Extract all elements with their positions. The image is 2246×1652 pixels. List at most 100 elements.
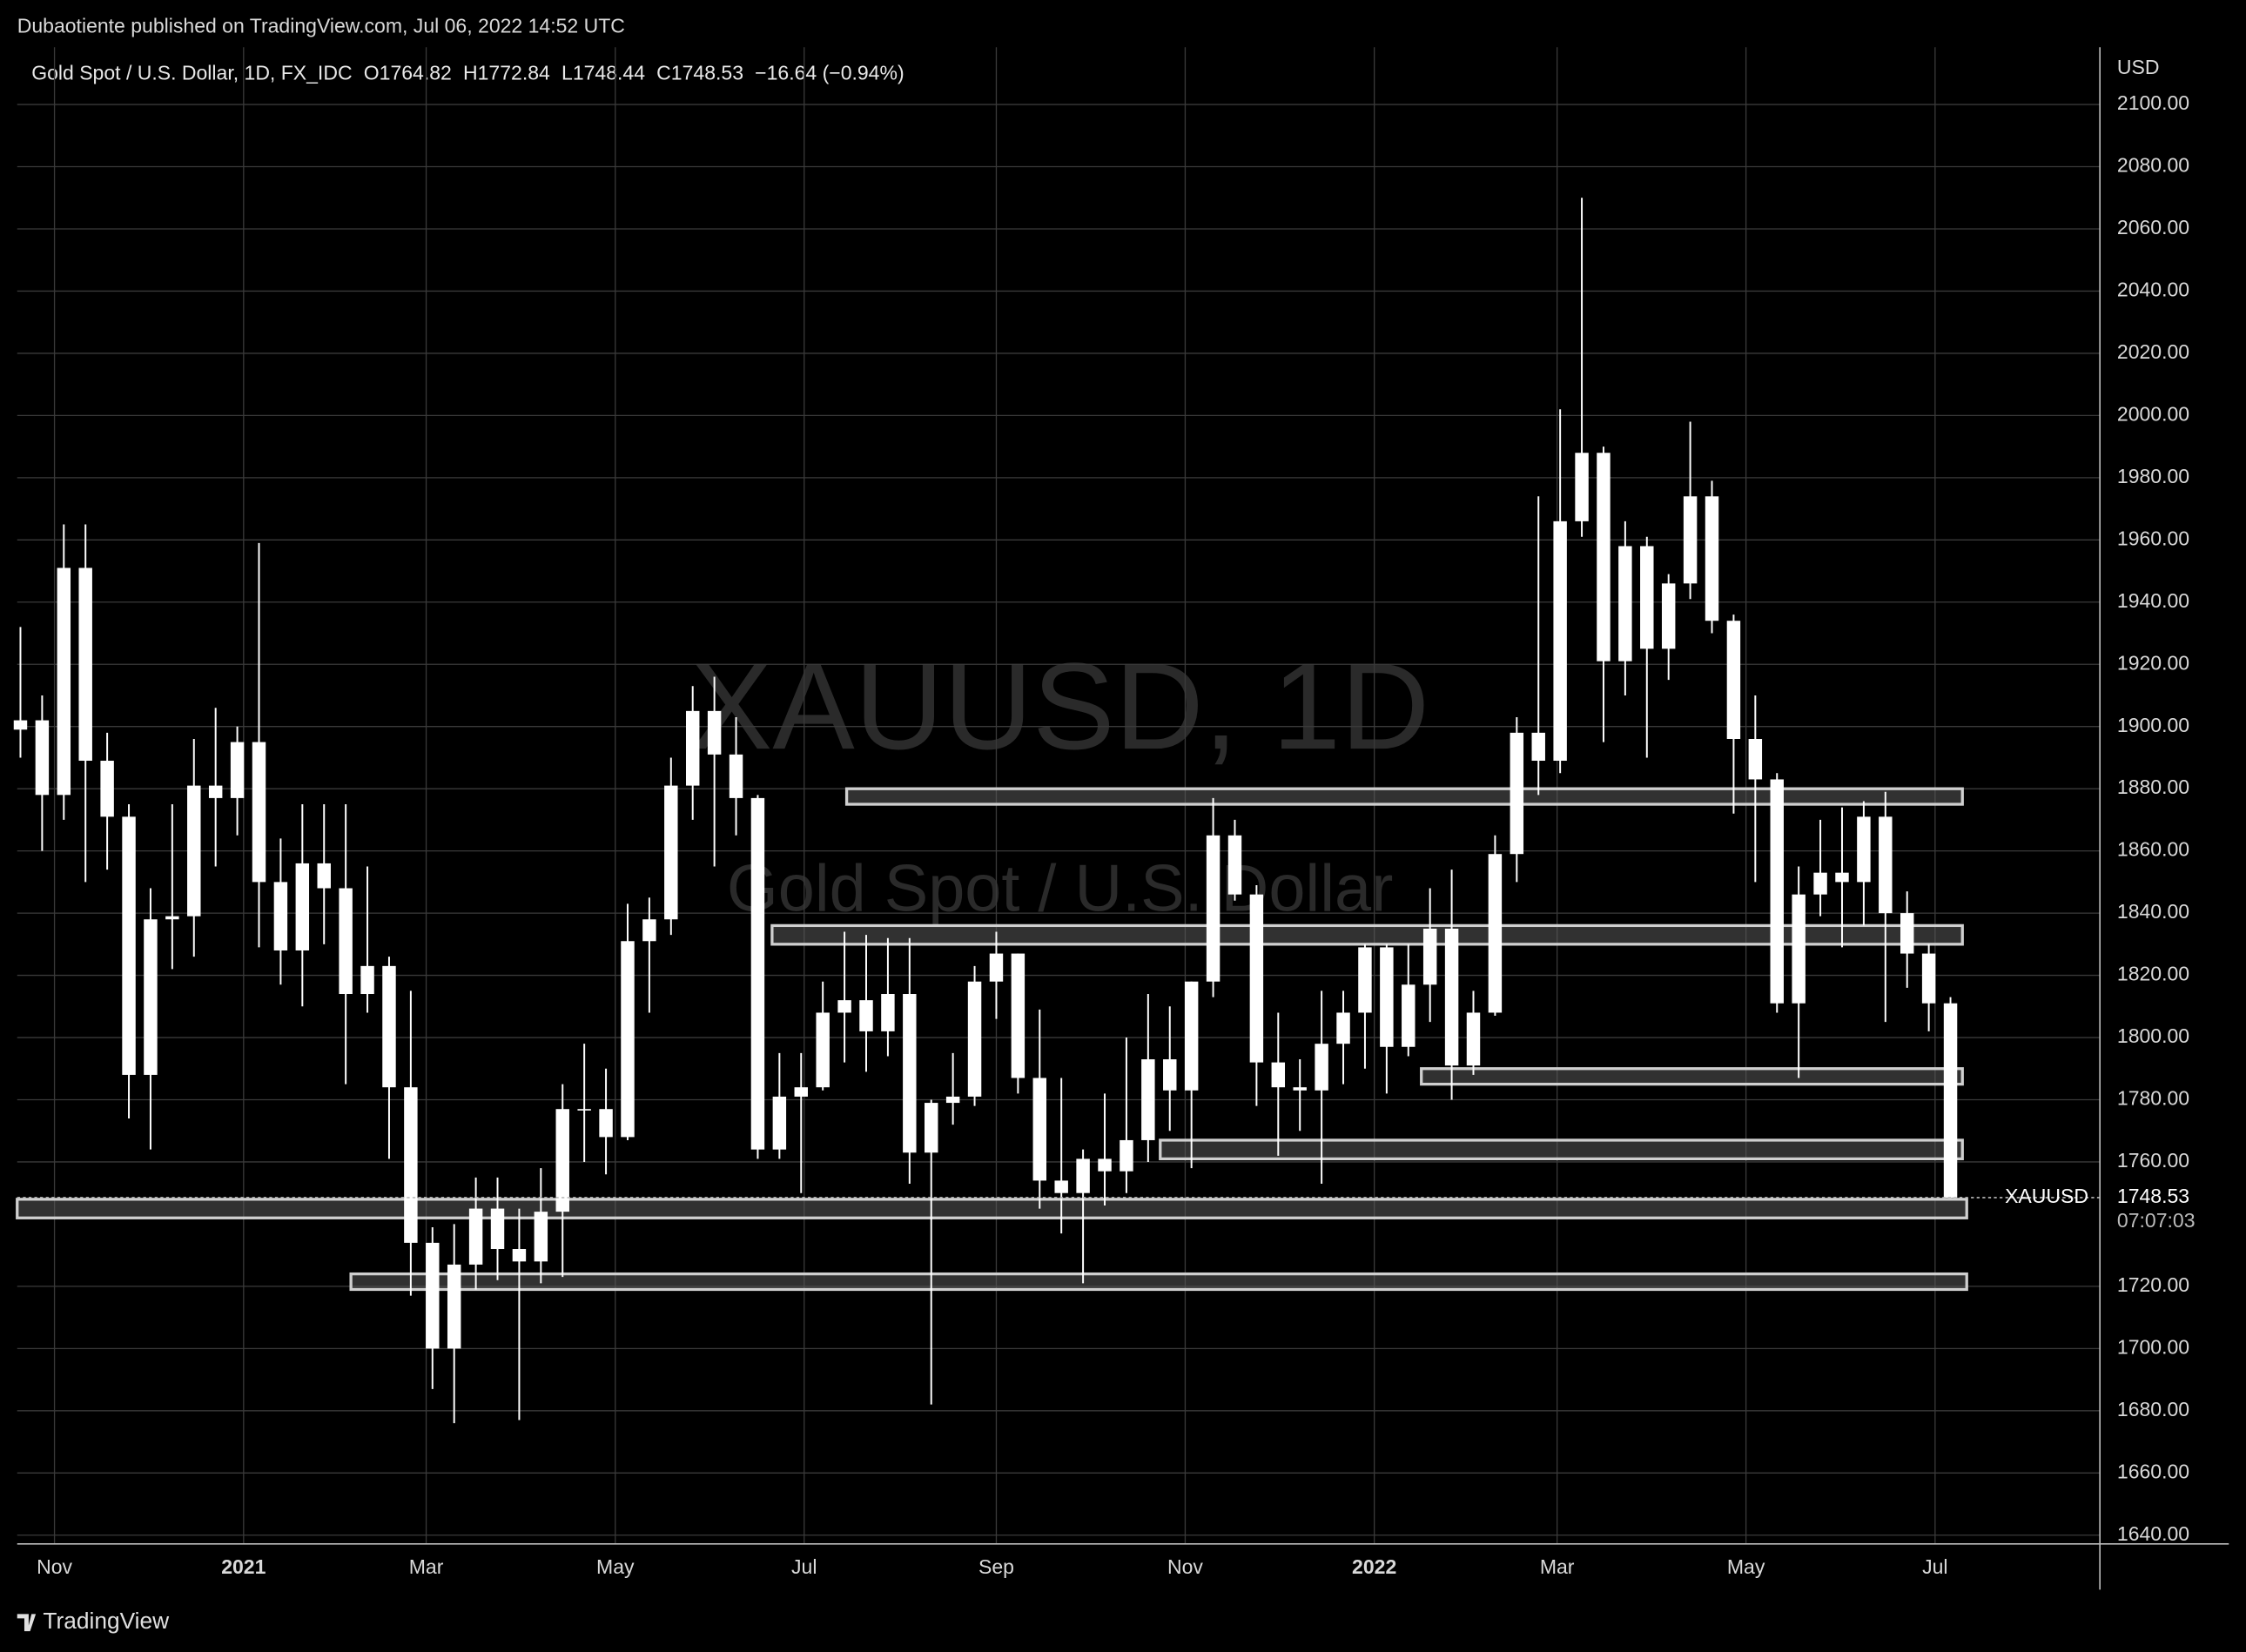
legend-value: O1764.82	[364, 62, 452, 84]
candle-body	[1141, 1059, 1155, 1140]
candle-body	[859, 1000, 873, 1031]
candle-body	[925, 1103, 938, 1153]
legend-title: Gold Spot / U.S. Dollar, 1D, FX_IDC	[31, 62, 352, 84]
y-tick-label: 1880.00	[2117, 776, 2189, 798]
candle-body	[1120, 1139, 1133, 1172]
candle-body	[1206, 835, 1221, 982]
candle-body	[512, 1249, 527, 1262]
legend-value: C1748.53	[656, 62, 743, 84]
candle-body	[447, 1264, 461, 1349]
candle-body	[165, 916, 179, 920]
y-tick-label: 1640.00	[2117, 1522, 2189, 1545]
zone	[1420, 1067, 1964, 1086]
candle-body	[1488, 854, 1503, 1013]
x-tick-label: Nov	[1167, 1555, 1203, 1578]
legend-value: L1748.44	[562, 62, 645, 84]
y-tick-label: 1800.00	[2117, 1024, 2189, 1047]
x-tick-label: Mar	[409, 1555, 444, 1578]
candle-body	[382, 965, 396, 1088]
y-tick-label: 1820.00	[2117, 963, 2189, 985]
y-tick-label: 1900.00	[2117, 714, 2189, 736]
watermark: XAUUSD, 1D Gold Spot / U.S. Dollar	[690, 637, 1429, 926]
candle-body	[599, 1109, 613, 1138]
candle-body	[1575, 453, 1589, 521]
y-tick-label: 2100.00	[2117, 91, 2189, 114]
candle-body	[1553, 520, 1567, 762]
candle-body	[1921, 953, 1936, 1004]
candle-body	[1792, 894, 1806, 1004]
candle-body	[642, 919, 656, 942]
candle-body	[903, 994, 917, 1153]
candle-body	[555, 1109, 569, 1212]
candle-body	[685, 710, 700, 786]
candle-body	[1271, 1062, 1286, 1088]
header: Dubaotiente published on TradingView.com…	[17, 14, 625, 37]
candle-body	[144, 919, 158, 1075]
y-tick-label: 1720.00	[2117, 1273, 2189, 1296]
x-tick-label: Mar	[1540, 1555, 1575, 1578]
candle-body	[1293, 1087, 1307, 1091]
candle-body	[100, 761, 114, 817]
candle-body	[945, 1096, 960, 1104]
candle-body	[1358, 947, 1372, 1013]
y-tick-label: 1780.00	[2117, 1087, 2189, 1110]
candle-body	[837, 1000, 851, 1013]
candle-body	[252, 742, 266, 883]
candle-body	[1011, 953, 1025, 1078]
x-tick-label: Nov	[37, 1555, 72, 1578]
candle-body	[78, 567, 92, 762]
candle-body	[1163, 1059, 1177, 1091]
candle-body	[208, 785, 223, 798]
candle-body	[1943, 1003, 1958, 1198]
unit: USD	[2117, 56, 2160, 78]
y-tick-label: 1980.00	[2117, 465, 2189, 487]
countdown: 07:07:03	[2117, 1209, 2196, 1232]
y-tick-label: 2060.00	[2117, 216, 2189, 238]
candle-body	[1835, 872, 1849, 883]
candle-body	[1422, 928, 1437, 985]
zone	[349, 1272, 1968, 1292]
y-tick-label: 1700.00	[2117, 1335, 2189, 1358]
candle-body	[1597, 453, 1611, 661]
x-tick-label: 2022	[1352, 1555, 1396, 1578]
candle-body	[1098, 1158, 1112, 1172]
candle-body	[1315, 1044, 1328, 1091]
candle-body	[1900, 913, 1914, 954]
candle-body	[534, 1212, 548, 1262]
y-tick-label: 1920.00	[2117, 651, 2189, 674]
y-tick-label: 1860.00	[2117, 838, 2189, 861]
x-tick-label: 2021	[221, 1555, 266, 1578]
candle-body	[1184, 981, 1199, 1091]
zone	[770, 923, 1964, 946]
candle-body	[230, 742, 245, 798]
legend-value: H1772.84	[463, 62, 550, 84]
candle-body	[1813, 872, 1827, 895]
watermark-name: Gold Spot / U.S. Dollar	[727, 852, 1393, 926]
candle-body	[794, 1087, 808, 1097]
zone	[16, 1198, 1968, 1219]
y-tick-label: 1660.00	[2117, 1460, 2189, 1482]
candle-body	[1531, 732, 1545, 762]
candle-body	[750, 797, 765, 1150]
y-tick-label: 2080.00	[2117, 154, 2189, 177]
candle-body	[1748, 739, 1763, 780]
candle-body	[1402, 984, 1416, 1047]
y-tick-label: 1760.00	[2117, 1149, 2189, 1172]
candle-body	[1076, 1158, 1090, 1193]
candle-body	[35, 720, 50, 796]
candle-body	[187, 785, 201, 917]
candle-body	[1032, 1078, 1047, 1181]
candle-body	[1640, 546, 1654, 649]
y-tick-label: 1680.00	[2117, 1398, 2189, 1420]
candle-body	[1444, 928, 1459, 1066]
candle-body	[816, 1012, 830, 1088]
candle-body	[881, 994, 895, 1031]
candle-body	[1380, 947, 1394, 1047]
candle-body	[989, 953, 1004, 982]
candle-body	[1879, 816, 1893, 914]
candle-body	[1336, 1012, 1350, 1044]
candle-body	[1466, 1012, 1481, 1066]
zone	[1159, 1138, 1964, 1161]
candle-body	[339, 888, 353, 995]
zone	[844, 787, 1964, 806]
